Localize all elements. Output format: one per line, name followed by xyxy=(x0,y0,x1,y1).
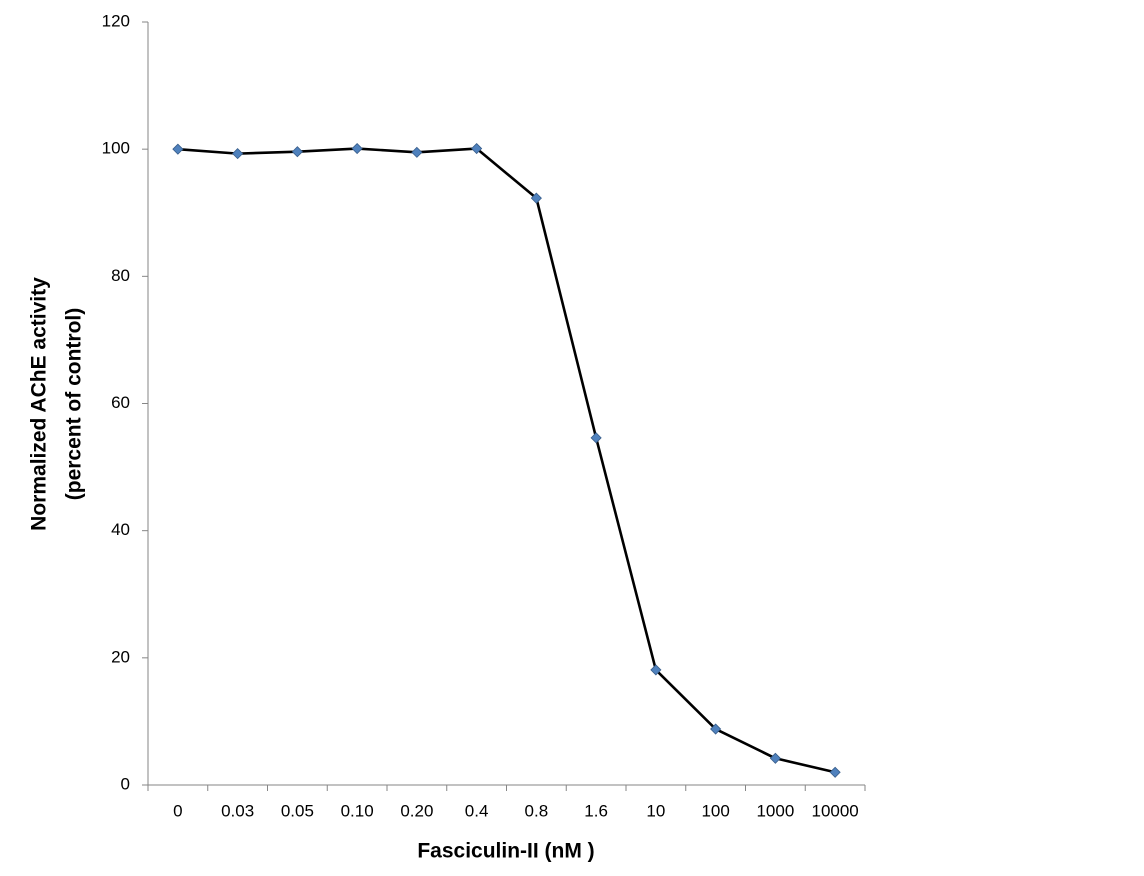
x-tick-label: 10000 xyxy=(811,801,858,820)
x-axis-title: Fasciculin-II (nM ) xyxy=(417,840,594,863)
data-point xyxy=(590,432,602,444)
x-tick-label: 0 xyxy=(173,801,182,820)
y-tick-label: 20 xyxy=(111,647,130,666)
x-tick-label: 10 xyxy=(646,801,665,820)
data-point xyxy=(530,192,542,204)
data-point xyxy=(291,146,303,158)
x-tick-label: 0.4 xyxy=(465,801,489,820)
y-tick-label: 40 xyxy=(111,520,130,539)
data-point xyxy=(351,142,363,155)
x-tick-label: 0.20 xyxy=(400,801,433,820)
y-axis-title: Normalized AChE activity xyxy=(28,277,51,531)
x-tick-label: 0.05 xyxy=(281,801,314,820)
data-point xyxy=(471,142,483,155)
y-tick-label: 100 xyxy=(102,139,130,158)
x-tick-label: 0.03 xyxy=(221,801,254,820)
x-tick-label: 0.10 xyxy=(341,801,374,820)
x-tick-label: 1.6 xyxy=(584,801,608,820)
y-tick-label: 80 xyxy=(111,266,130,285)
y-axis-title: (percent of control) xyxy=(63,308,86,501)
y-tick-label: 120 xyxy=(102,11,130,30)
y-tick-label: 60 xyxy=(111,393,130,412)
data-point xyxy=(769,752,781,764)
x-tick-label: 0.8 xyxy=(525,801,549,820)
data-point xyxy=(232,148,244,160)
x-tick-label: 1000 xyxy=(756,801,794,820)
data-point xyxy=(710,723,722,735)
data-point xyxy=(411,146,423,158)
x-tick-label: 100 xyxy=(701,801,729,820)
data-point xyxy=(172,143,184,155)
data-line xyxy=(177,147,836,774)
y-tick-label: 0 xyxy=(121,774,130,793)
data-point xyxy=(829,766,841,778)
data-point xyxy=(650,664,662,676)
